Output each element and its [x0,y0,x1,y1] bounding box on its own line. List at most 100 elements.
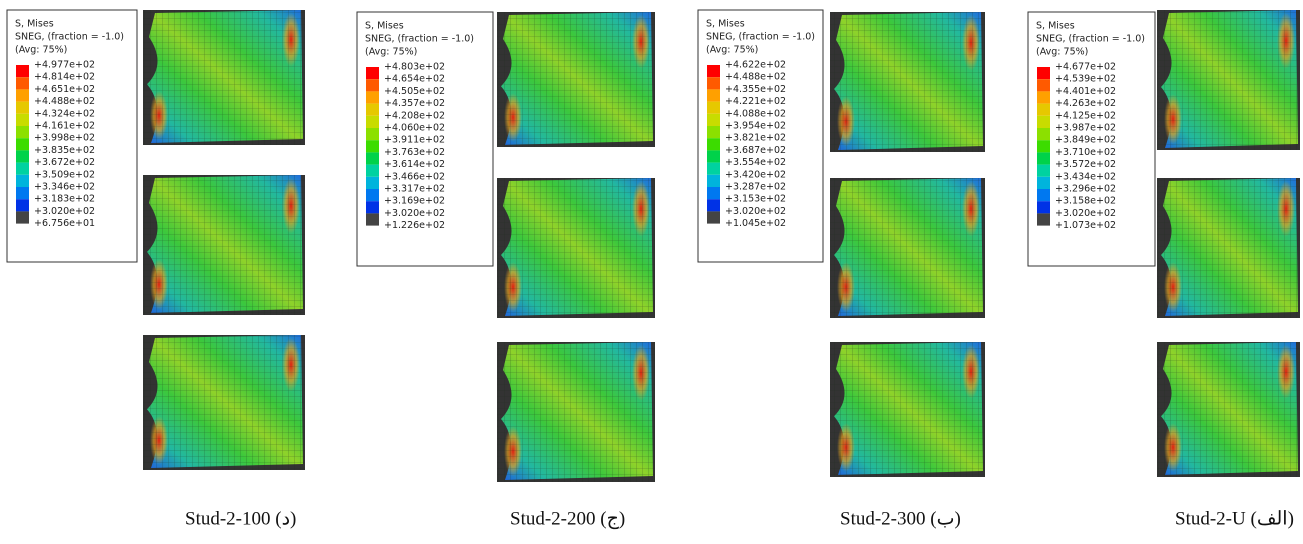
legend-swatch [16,89,29,102]
legend-subtitle: (Avg: 75%) [15,45,67,56]
legend-value: +4.324e+02 [34,108,95,119]
legend-swatch [366,91,379,104]
legend-subtitle: (Avg: 75%) [1036,47,1088,58]
mesh [143,335,305,470]
legend-subtitle: SNEG, (fraction = -1.0) [706,32,815,43]
legend-swatch [16,162,29,175]
legend-subtitle: SNEG, (fraction = -1.0) [365,34,474,45]
legend-swatch [707,150,720,163]
mesh [1157,10,1300,150]
legend-swatch [707,162,720,175]
legend-title: S, Mises [1036,21,1075,32]
legend-swatch [16,150,29,163]
legend-value: +4.814e+02 [34,72,95,83]
mesh [830,178,985,318]
legend-swatch [1037,176,1050,189]
legend-value: +3.554e+02 [725,157,786,168]
legend-swatch [707,187,720,200]
mesh [1157,342,1300,477]
legend-value: +3.169e+02 [384,196,445,207]
legend-value: +4.488e+02 [34,96,95,107]
legend-title: S, Mises [15,19,54,30]
contour-plate [830,12,985,152]
legend-value: +3.466e+02 [384,171,445,182]
mesh [497,12,655,147]
legend-box [356,11,494,267]
contour-plate [497,12,655,147]
legend-value: +6.756e+01 [34,218,95,229]
legend-swatch [366,140,379,153]
legend-swatch [16,113,29,126]
legend-value: +3.296e+02 [1055,184,1116,195]
legend-value: +3.153e+02 [725,194,786,205]
legend-subtitle: SNEG, (fraction = -1.0) [1036,34,1145,45]
caption: Stud-2-100 (د) [185,508,296,529]
contour-plate [830,178,985,318]
legend-swatch [1037,115,1050,128]
legend-swatch [366,79,379,92]
legend-value: +4.622e+02 [725,60,786,71]
legend-value: +4.263e+02 [1055,98,1116,109]
legend-value: +3.911e+02 [384,135,445,146]
legend-subtitle: (Avg: 75%) [706,45,758,56]
legend-value: +4.088e+02 [725,108,786,119]
legend-swatch [16,101,29,114]
legend-value: +4.977e+02 [34,60,95,71]
legend-value: +3.346e+02 [34,182,95,193]
legend-value: +3.710e+02 [1055,147,1116,158]
legend-value: +3.614e+02 [384,159,445,170]
mesh [497,178,655,318]
legend-swatch [707,77,720,90]
legend-value: +4.221e+02 [725,96,786,107]
legend-swatch [366,201,379,214]
legend-swatch [707,126,720,139]
legend-value: +3.020e+02 [1055,208,1116,219]
legend-swatch [707,65,720,78]
legend-swatch [16,65,29,78]
contour-plate [830,342,985,477]
legend-value: +4.505e+02 [384,86,445,97]
legend-value: +4.161e+02 [34,121,95,132]
legend-swatch [1037,67,1050,80]
legend-swatch [1037,140,1050,153]
legend-swatch [707,199,720,212]
legend-swatch [707,113,720,126]
legend-value: +4.355e+02 [725,84,786,95]
legend-swatch [1037,79,1050,92]
legend-swatch [707,101,720,114]
contour-plate [143,10,305,145]
legend-swatch [16,187,29,200]
legend-value: +3.821e+02 [725,133,786,144]
legend-value: +3.987e+02 [1055,123,1116,134]
legend-value: +1.073e+02 [1055,220,1116,231]
legend-swatch [16,174,29,187]
legend-swatch [366,152,379,165]
legend-value: +3.020e+02 [34,206,95,217]
mesh [830,12,985,152]
mesh [1157,178,1300,318]
legend-value: +1.226e+02 [384,220,445,231]
legend-swatch [707,138,720,151]
legend-value: +4.803e+02 [384,62,445,73]
legend-value: +3.287e+02 [725,182,786,193]
legend-swatch [16,126,29,139]
legend-swatch [366,103,379,116]
contour-plate [1157,342,1300,477]
legend-value: +4.539e+02 [1055,74,1116,85]
legend-swatch [1037,128,1050,141]
legend-value: +3.954e+02 [725,121,786,132]
legend-swatch [707,89,720,102]
contour-plate [497,178,655,318]
legend-value: +4.651e+02 [34,84,95,95]
legend-value: +3.317e+02 [384,184,445,195]
legend-value: +3.020e+02 [725,206,786,217]
legend-value: +3.998e+02 [34,133,95,144]
legend-swatch [16,138,29,151]
legend-value: +4.125e+02 [1055,110,1116,121]
legend-value: +3.572e+02 [1055,159,1116,170]
legend-subtitle: (Avg: 75%) [365,47,417,58]
legend-value: +4.060e+02 [384,123,445,134]
mesh [497,342,655,482]
contour-plate [497,342,655,482]
